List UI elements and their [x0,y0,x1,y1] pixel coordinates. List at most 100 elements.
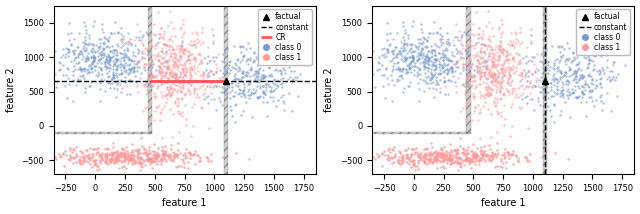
Point [163,25,173,28]
Point [268,58,278,62]
Point [426,75,436,79]
Point [150,74,161,78]
Bar [148,6,152,133]
Point [113,150,123,153]
Point [136,136,146,140]
Point [422,158,433,162]
Point [458,66,468,70]
Point [83,58,93,61]
Point [186,134,196,138]
Point [85,84,95,88]
Point [455,49,465,53]
Point [552,87,563,90]
Point [486,80,496,84]
Point [126,153,136,156]
Point [163,152,173,155]
Point [95,42,106,45]
Point [124,67,134,71]
Point [490,152,500,156]
Point [451,152,461,155]
Point [162,67,172,70]
Point [424,49,434,53]
Point [193,52,203,55]
Point [518,56,528,59]
Point [570,70,580,73]
Point [438,63,448,67]
Point [115,83,125,86]
Point [591,98,602,102]
Point [464,68,474,71]
Point [166,20,176,23]
Point [484,45,494,48]
Point [120,80,130,83]
Point [89,56,99,60]
Point [563,158,573,161]
Point [442,48,452,52]
Point [134,158,144,162]
Point [118,148,129,151]
Point [241,59,252,63]
Point [128,150,138,153]
Point [421,62,431,65]
Point [186,152,196,156]
Point [388,51,398,55]
Point [132,155,143,159]
Point [504,73,514,77]
Point [408,160,418,163]
Point [230,67,241,71]
Point [419,64,429,67]
Point [109,161,119,165]
Point [458,82,468,85]
Point [417,30,427,33]
Point [211,84,221,88]
Point [260,93,271,96]
Point [154,160,164,163]
Point [529,55,540,59]
Point [435,71,445,74]
Point [149,43,159,46]
Point [469,153,479,157]
Point [461,159,471,163]
Point [381,76,392,80]
Point [462,50,472,54]
Point [424,86,434,90]
Point [410,168,420,171]
Point [466,76,476,79]
Point [503,89,513,92]
Point [143,76,153,80]
Point [495,158,506,161]
Point [420,152,430,156]
Point [426,158,436,161]
Point [461,158,471,161]
Point [134,35,144,38]
Point [144,102,154,106]
Point [116,71,126,74]
Point [531,79,541,83]
Point [273,85,283,88]
Point [488,76,499,79]
Point [476,145,486,149]
Point [169,62,179,66]
Point [167,80,177,84]
Point [566,73,577,76]
Point [175,25,186,29]
Point [473,160,483,163]
Point [511,92,521,95]
Point [476,151,486,155]
Point [568,51,578,55]
Point [463,82,473,85]
Point [481,65,491,68]
Point [554,60,564,63]
Point [477,80,488,83]
Point [100,64,110,67]
Point [86,67,97,70]
Point [272,83,282,86]
Point [444,37,454,40]
Point [540,47,550,51]
Point [467,151,477,154]
Point [221,78,231,81]
Point [79,157,90,160]
Point [157,158,167,161]
Point [168,150,179,154]
Point [580,88,590,92]
